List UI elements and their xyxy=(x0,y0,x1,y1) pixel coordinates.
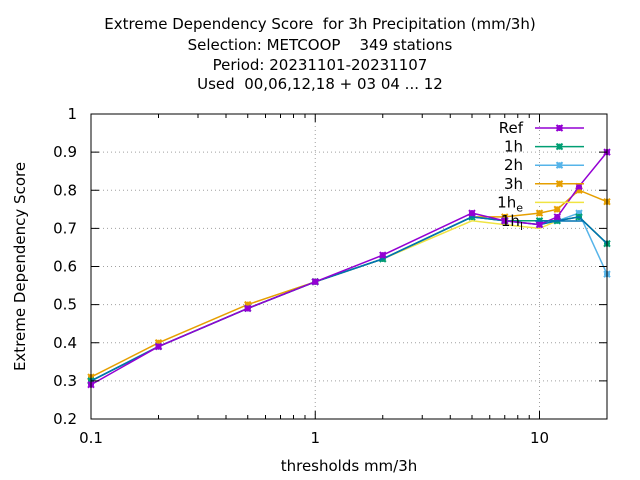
chart-title-line-4: Used 00,06,12,18 + 03 04 ... 12 xyxy=(197,75,443,93)
y-tick-label: 1 xyxy=(67,105,77,123)
chart-title-line-1: Extreme Dependency Score for 3h Precipit… xyxy=(104,15,536,33)
series-line xyxy=(90,216,608,382)
legend-marker xyxy=(555,124,564,132)
series-2h xyxy=(87,209,611,385)
y-axis-label: Extreme Dependency Score xyxy=(11,162,29,371)
data-point xyxy=(244,304,252,313)
legend-label: 1hl xyxy=(501,212,523,233)
series-1h-l xyxy=(90,216,608,382)
data-point xyxy=(468,209,476,217)
series-1h xyxy=(87,213,611,385)
y-tick-label: 0.3 xyxy=(53,372,77,390)
axis-ticks: 0.2 0.3 0.4 0.5 0.6 0.7 0.8 0.9 1 0.1 1 10 xyxy=(53,105,608,447)
y-tick-label: 0.6 xyxy=(53,258,77,276)
data-point xyxy=(553,205,561,214)
y-tick-label: 0.4 xyxy=(53,334,77,352)
legend-marker xyxy=(555,180,564,188)
series-layer xyxy=(87,148,611,389)
data-point xyxy=(244,300,252,309)
series-line xyxy=(90,212,608,382)
data-point xyxy=(501,213,509,221)
plot-frame xyxy=(90,113,608,420)
y-tick-label: 0.5 xyxy=(53,296,77,314)
series-line xyxy=(90,189,608,378)
data-point xyxy=(575,182,583,191)
data-point xyxy=(575,209,583,217)
data-point xyxy=(553,213,561,221)
y-tick-label: 0.9 xyxy=(53,143,77,161)
x-tick-label: 1 xyxy=(310,429,320,447)
series-line xyxy=(90,216,608,382)
legend-marker xyxy=(555,161,564,169)
series-3h xyxy=(87,186,611,381)
data-point xyxy=(379,251,387,259)
series-1h-e xyxy=(90,216,608,382)
legend-label: 3h xyxy=(504,175,523,193)
data-point xyxy=(575,186,583,194)
data-point xyxy=(535,220,544,229)
x-tick-label: 10 xyxy=(530,429,549,447)
series-Ref xyxy=(87,148,611,389)
data-point xyxy=(311,278,319,286)
y-tick-label: 0.8 xyxy=(53,181,77,199)
y-tick-label: 0.7 xyxy=(53,219,77,237)
x-axis-label: thresholds mm/3h xyxy=(281,457,418,475)
data-point xyxy=(154,342,163,351)
series-line xyxy=(90,216,608,382)
legend-label: Ref xyxy=(499,119,524,137)
legend-marker xyxy=(555,142,564,151)
data-point xyxy=(535,209,544,217)
legend-label: 1h xyxy=(504,138,523,156)
grid-lines xyxy=(91,114,607,419)
data-point xyxy=(154,339,163,347)
series-line xyxy=(90,151,608,386)
legend-label: 2h xyxy=(504,156,523,174)
chart-title-line-3: Period: 20231101-20231107 xyxy=(212,56,428,74)
chart-title-line-2: Selection: METCOOP 349 stations xyxy=(187,36,453,54)
x-tick-label: 0.1 xyxy=(79,429,103,447)
data-point xyxy=(501,217,509,225)
legend-label: 1he xyxy=(497,193,523,214)
y-tick-label: 0.2 xyxy=(53,410,77,428)
